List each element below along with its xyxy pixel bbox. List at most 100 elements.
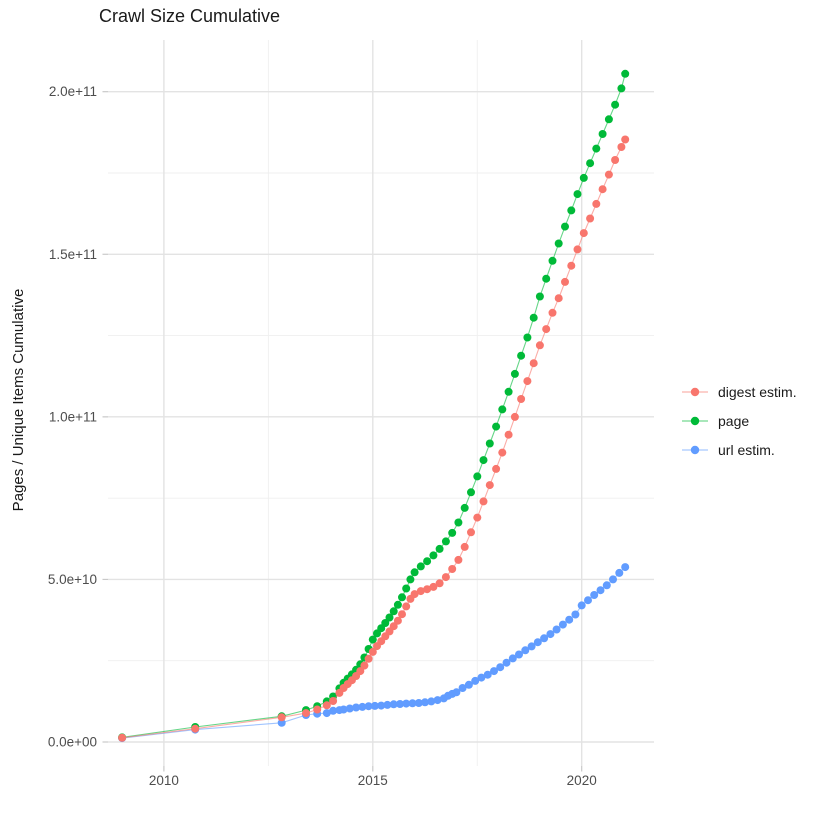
data-point: [573, 190, 582, 199]
data-point: [515, 650, 523, 659]
data-point: [302, 709, 310, 718]
chart-title: Crawl Size Cumulative: [99, 6, 281, 26]
data-point: [429, 582, 438, 591]
data-point: [393, 616, 402, 625]
data-point: [548, 308, 557, 317]
data-point: [389, 700, 398, 709]
data-point: [454, 555, 463, 564]
data-point: [558, 620, 567, 629]
data-point: [435, 579, 444, 588]
data-point: [381, 619, 390, 627]
data-point: [389, 607, 398, 616]
data-point: [552, 625, 561, 634]
data-point: [364, 654, 373, 663]
data-point: [517, 351, 526, 360]
data-point: [590, 591, 599, 599]
x-axis-tick-labels: 2010 2015 2020: [149, 773, 597, 788]
data-point: [535, 292, 544, 301]
legend-label-page: page: [718, 413, 750, 429]
data-point: [577, 601, 586, 610]
data-point: [508, 654, 517, 663]
data-point: [502, 658, 511, 667]
data-point: [441, 537, 450, 546]
data-point: [510, 369, 519, 378]
data-point: [322, 701, 331, 710]
y-tick-label: 1.5e+11: [49, 247, 97, 262]
data-point: [533, 638, 542, 647]
data-point: [598, 185, 607, 194]
data-point: [393, 600, 402, 609]
data-point: [586, 214, 595, 223]
data-point: [441, 573, 450, 582]
y-axis-tick-labels: 0.0e+00 5.0e+10 1.0e+11 1.5e+11 2.0e+11: [48, 84, 97, 749]
gridlines-major: [108, 40, 654, 766]
data-point: [611, 100, 620, 109]
data-point: [498, 405, 507, 414]
data-point: [191, 724, 200, 733]
data-point: [452, 688, 461, 697]
data-point: [479, 497, 488, 506]
data-point: [429, 551, 438, 560]
data-point: [609, 575, 617, 584]
data-point: [602, 581, 611, 590]
legend-label-url: url estim.: [718, 442, 775, 458]
series-digest-estim: [118, 135, 630, 742]
data-point: [529, 313, 538, 322]
y-tick-label: 5.0e+10: [48, 572, 97, 587]
data-point: [435, 544, 444, 553]
data-point: [617, 143, 626, 151]
data-point: [579, 173, 588, 182]
data-point: [498, 448, 507, 457]
data-point: [368, 647, 377, 656]
data-point: [385, 613, 394, 622]
data-point: [377, 701, 386, 710]
data-point: [416, 562, 425, 571]
data-point: [554, 294, 563, 303]
data-point: [611, 156, 620, 164]
data-point: [433, 696, 442, 705]
data-point: [483, 670, 492, 679]
data-point: [592, 199, 601, 208]
data-point: [621, 563, 630, 572]
data-point: [561, 277, 569, 286]
legend-item-page: page: [680, 411, 797, 431]
data-point: [473, 513, 482, 522]
data-point: [356, 667, 365, 676]
data-point: [540, 634, 549, 643]
axis-ticks: [102, 91, 583, 772]
data-point: [406, 575, 415, 584]
data-point: [621, 135, 630, 144]
data-point: [492, 422, 501, 431]
data-point: [586, 159, 595, 168]
legend-key-page-icon: [682, 416, 708, 426]
data-point: [423, 585, 432, 594]
data-point: [467, 528, 475, 537]
data-point: [523, 377, 532, 386]
data-point: [510, 412, 519, 421]
data-point: [410, 590, 419, 599]
y-tick-label: 1.0e+11: [49, 409, 97, 424]
data-point: [598, 130, 607, 138]
data-point: [496, 663, 505, 672]
legend-key-url-icon: [682, 445, 708, 455]
data-point: [383, 700, 392, 709]
data-point: [458, 684, 467, 692]
data-point: [467, 488, 475, 497]
data-point: [460, 503, 469, 512]
data-point: [277, 713, 286, 722]
data-point: [548, 256, 557, 265]
data-point: [571, 610, 580, 619]
data-point: [277, 718, 286, 727]
y-axis-title: Pages / Unique Items Cumulative: [10, 288, 27, 512]
data-point: [370, 701, 379, 710]
data-point: [523, 333, 532, 342]
data-point: [389, 622, 398, 631]
data-point: [567, 261, 576, 270]
data-point: [396, 700, 404, 708]
data-point: [313, 705, 322, 714]
data-point: [604, 170, 613, 179]
data-point: [527, 642, 536, 651]
legend-key-digest-icon: [682, 387, 708, 397]
data-point: [402, 602, 411, 611]
data-point: [592, 144, 601, 153]
